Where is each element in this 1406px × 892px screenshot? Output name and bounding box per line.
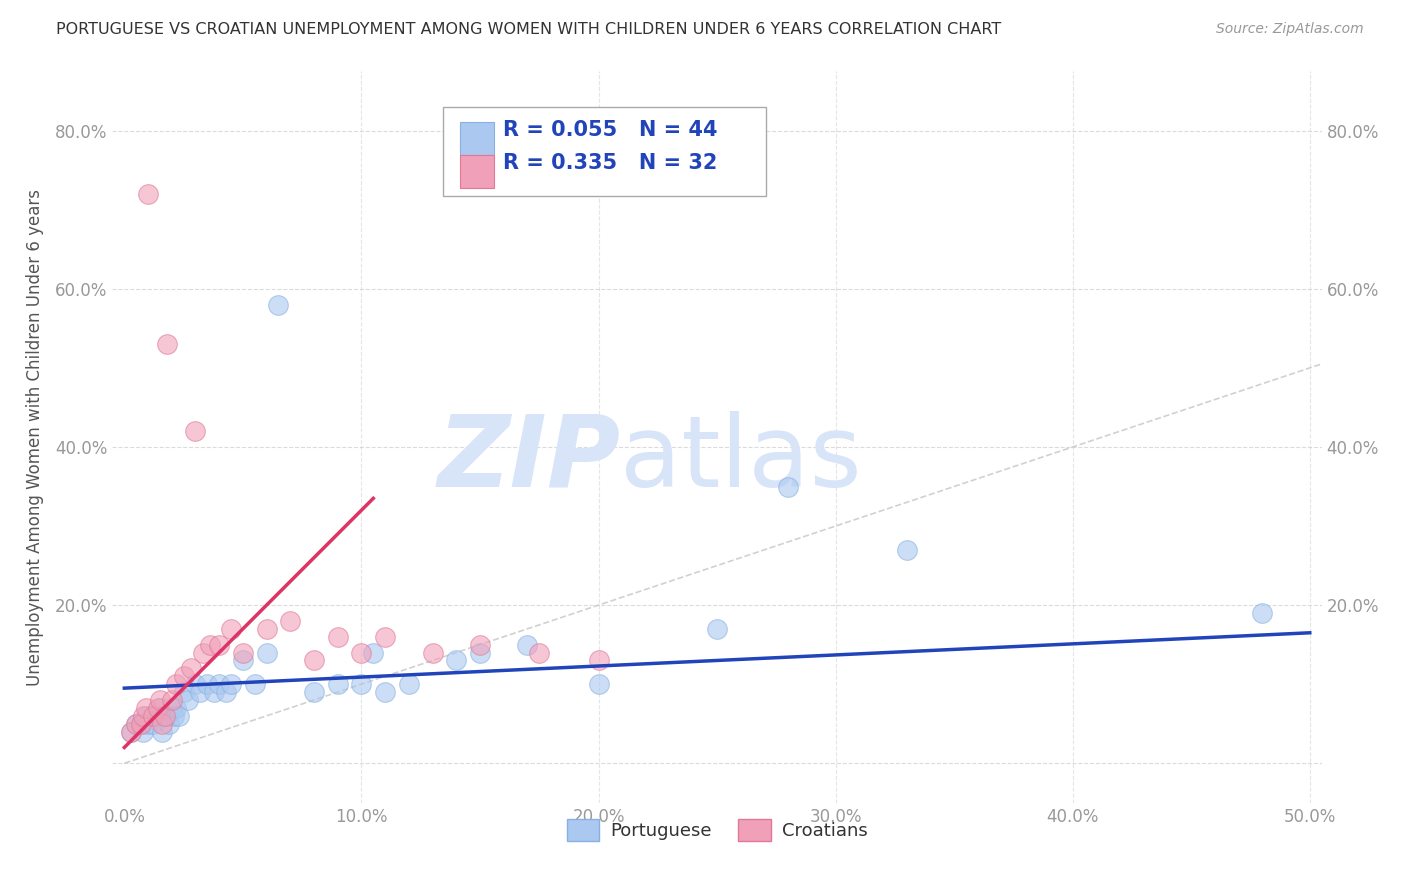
Text: R = 0.335   N = 32: R = 0.335 N = 32	[503, 153, 717, 173]
Point	[132, 724, 155, 739]
Point	[361, 646, 384, 660]
Point	[588, 653, 610, 667]
Point	[232, 646, 254, 660]
Point	[195, 677, 218, 691]
Point	[267, 298, 290, 312]
Point	[167, 708, 190, 723]
Point	[184, 677, 207, 691]
Point	[120, 724, 142, 739]
Text: ZIP: ZIP	[437, 410, 620, 508]
Point	[173, 669, 195, 683]
Point	[232, 653, 254, 667]
Point	[326, 677, 349, 691]
Point	[468, 646, 491, 660]
Point	[136, 716, 159, 731]
Point	[243, 677, 266, 691]
Point	[125, 716, 148, 731]
Point	[177, 693, 200, 707]
Point	[326, 630, 349, 644]
Point	[129, 716, 152, 731]
Point	[188, 685, 211, 699]
Point	[136, 186, 159, 201]
Point	[149, 701, 172, 715]
Point	[150, 724, 173, 739]
Point	[350, 646, 373, 660]
Y-axis label: Unemployment Among Women with Children Under 6 years: Unemployment Among Women with Children U…	[25, 188, 44, 686]
Text: R = 0.055   N = 44: R = 0.055 N = 44	[503, 120, 718, 140]
Point	[446, 653, 468, 667]
Point	[129, 716, 152, 731]
Point	[142, 708, 165, 723]
Point	[146, 708, 169, 723]
Point	[146, 701, 169, 715]
Point	[160, 701, 183, 715]
Point	[198, 638, 221, 652]
Point	[125, 716, 148, 731]
Point	[219, 677, 242, 691]
Point	[135, 701, 157, 715]
Point	[374, 685, 396, 699]
Point	[184, 424, 207, 438]
Text: atlas: atlas	[620, 410, 862, 508]
Point	[896, 542, 918, 557]
Point	[120, 724, 142, 739]
Point	[157, 716, 180, 731]
Point	[163, 708, 186, 723]
Point	[135, 708, 157, 723]
Point	[208, 638, 231, 652]
Point	[350, 677, 373, 691]
Point	[166, 701, 188, 715]
Point	[150, 716, 173, 731]
Point	[166, 677, 188, 691]
Point	[529, 646, 551, 660]
Point	[422, 646, 444, 660]
Point	[256, 622, 278, 636]
Point	[204, 685, 226, 699]
Point	[160, 693, 183, 707]
Point	[180, 661, 202, 675]
Point	[256, 646, 278, 660]
Point	[588, 677, 610, 691]
Point	[302, 685, 325, 699]
Point	[516, 638, 538, 652]
Point	[302, 653, 325, 667]
Point	[132, 708, 155, 723]
Point	[149, 693, 172, 707]
Point	[219, 622, 242, 636]
Point	[142, 716, 165, 731]
Point	[156, 337, 179, 351]
Legend: Portuguese, Croatians: Portuguese, Croatians	[560, 812, 875, 848]
Point	[208, 677, 231, 691]
Point	[153, 708, 176, 723]
Point	[1251, 606, 1274, 620]
Point	[156, 708, 179, 723]
Point	[215, 685, 238, 699]
Text: PORTUGUESE VS CROATIAN UNEMPLOYMENT AMONG WOMEN WITH CHILDREN UNDER 6 YEARS CORR: PORTUGUESE VS CROATIAN UNEMPLOYMENT AMON…	[56, 22, 1001, 37]
Point	[706, 622, 728, 636]
Point	[374, 630, 396, 644]
Point	[278, 614, 301, 628]
Point	[398, 677, 420, 691]
Point	[153, 708, 176, 723]
Point	[778, 479, 800, 493]
Text: Source: ZipAtlas.com: Source: ZipAtlas.com	[1216, 22, 1364, 37]
Point	[468, 638, 491, 652]
Point	[173, 685, 195, 699]
Point	[191, 646, 214, 660]
